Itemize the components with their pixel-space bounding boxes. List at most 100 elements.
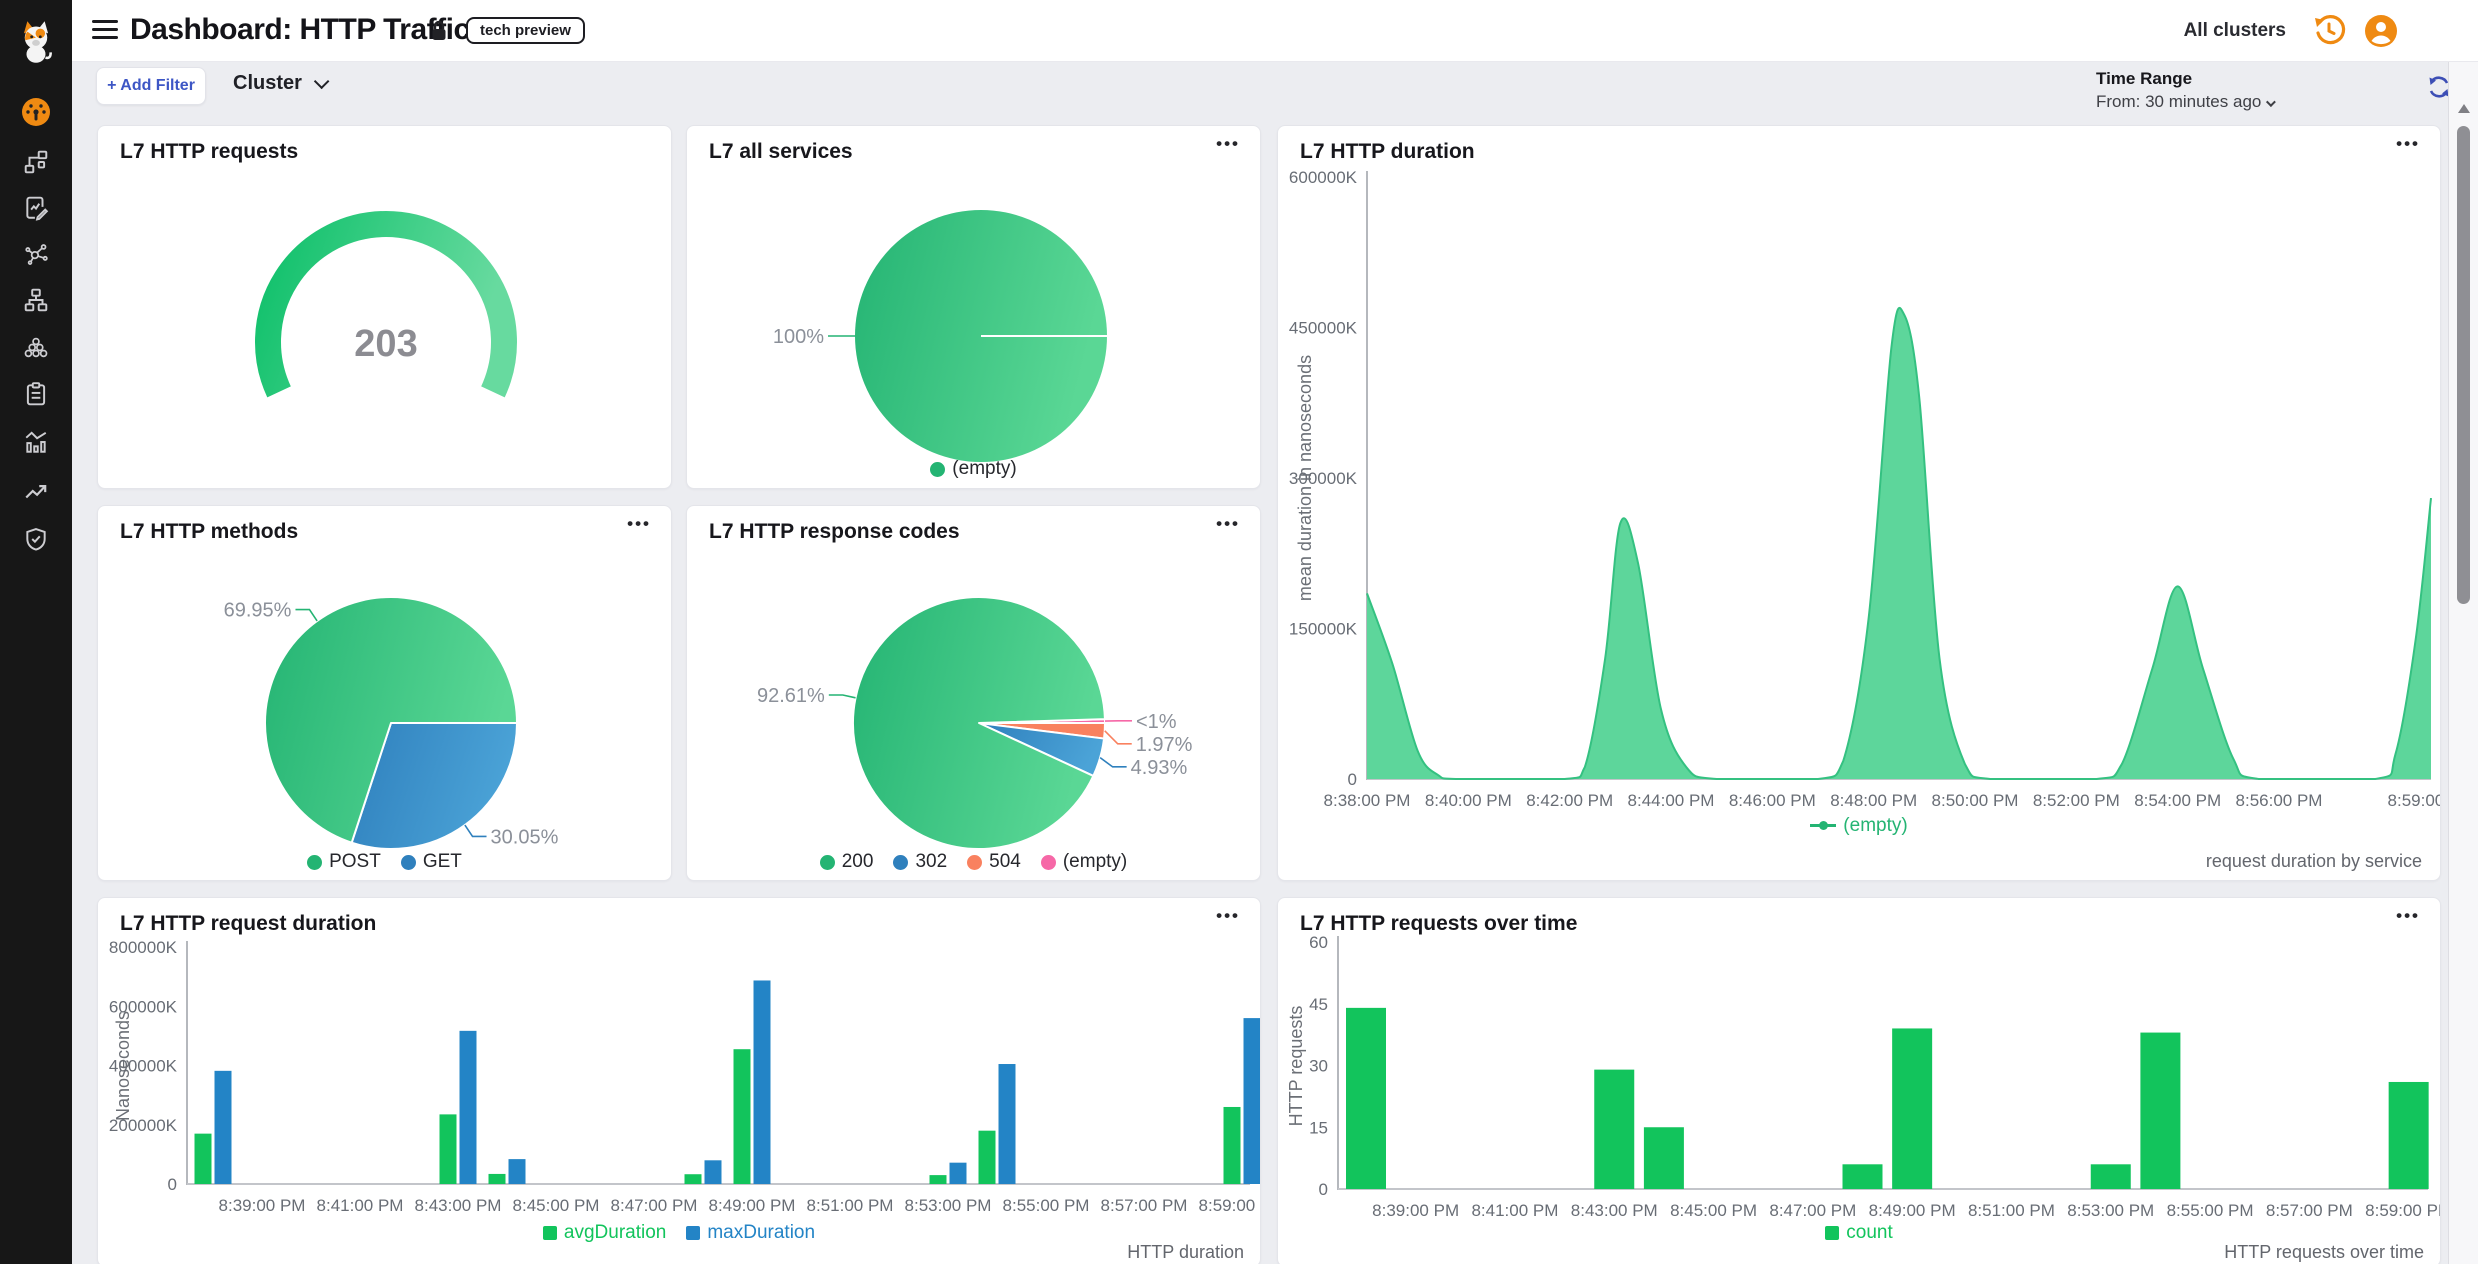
svg-text:8:51:00 PM: 8:51:00 PM — [807, 1196, 894, 1215]
svg-text:8:39:00 PM: 8:39:00 PM — [1372, 1201, 1459, 1220]
legend-item-avgduration[interactable]: avgDuration — [542, 1222, 666, 1244]
svg-text:8:49:00 PM: 8:49:00 PM — [1869, 1201, 1956, 1220]
svg-text:8:40:00 PM: 8:40:00 PM — [1425, 791, 1512, 810]
panel-title: L7 HTTP requests — [120, 140, 299, 163]
scrollbar-thumb[interactable] — [2457, 126, 2470, 604]
sidebar-item-clusters[interactable] — [17, 329, 55, 367]
more-options-icon[interactable]: ••• — [2396, 134, 2420, 153]
svg-text:HTTP requests: HTTP requests — [1286, 1006, 1306, 1127]
pie-chart: 30.05% 69.95% — [224, 596, 559, 850]
panel-title: L7 HTTP methods — [120, 520, 299, 543]
trend-arrow-icon — [25, 485, 47, 499]
legend-label: 504 — [989, 851, 1021, 872]
more-options-icon[interactable]: ••• — [1216, 134, 1240, 153]
sidebar-item-service-map[interactable] — [17, 235, 55, 273]
svg-text:8:47:00 PM: 8:47:00 PM — [611, 1196, 698, 1215]
legend-label: (empty) — [1843, 814, 1908, 836]
svg-text:8:47:00 PM: 8:47:00 PM — [1769, 1201, 1856, 1220]
sidebar-item-dashboards[interactable] — [17, 93, 55, 131]
legend-item-empty[interactable]: (empty) — [1810, 814, 1908, 837]
chart-legend: 200 302 504 (empty) — [687, 851, 1260, 875]
chart-legend: count — [1278, 1222, 2440, 1245]
legend-marker-icon — [930, 461, 946, 477]
panel-title: L7 HTTP response codes — [709, 520, 960, 543]
svg-text:<1%: <1% — [1136, 711, 1177, 733]
chart-legend: POST GET — [98, 851, 671, 875]
chart-footer: HTTP duration — [1127, 1242, 1244, 1262]
cat-logo-icon — [23, 21, 52, 63]
panel-l7-http-requests-over-time: L7 HTTP requests over time ••• 0 15 30 45 60… — [1277, 897, 2441, 1264]
panel-title: L7 HTTP duration — [1300, 140, 1475, 163]
panel-title: L7 HTTP request duration — [120, 912, 377, 935]
gauge-chart: 203 — [255, 211, 517, 398]
scrollbar-track[interactable] — [2448, 62, 2478, 1264]
svg-text:450000K: 450000K — [1289, 319, 1358, 338]
refresh-button[interactable] — [2426, 74, 2452, 100]
svg-text:60: 60 — [1309, 933, 1328, 952]
user-avatar[interactable] — [2362, 12, 2400, 50]
svg-text:8:55:00 PM: 8:55:00 PM — [2167, 1201, 2254, 1220]
chart-footer: HTTP requests over time — [2224, 1242, 2424, 1262]
svg-text:8:41:00 PM: 8:41:00 PM — [1471, 1201, 1558, 1220]
legend-item-count[interactable]: count — [1825, 1222, 1893, 1244]
svg-text:8:43:00 PM: 8:43:00 PM — [1571, 1201, 1658, 1220]
legend-item-200[interactable]: 200 — [819, 851, 873, 873]
bar-chart: 0 15 30 45 60 8:39:00 PM 8:41:00 PM 8:43:00 PM 8… — [1286, 933, 2440, 1220]
more-options-icon[interactable]: ••• — [1216, 906, 1240, 925]
svg-text:8:53:00 PM: 8:53:00 PM — [905, 1196, 992, 1215]
pie-chart: <1%1.97%4.93% 92.61% — [757, 596, 1193, 850]
svg-text:8:57:00 PM: 8:57:00 PM — [2266, 1201, 2353, 1220]
svg-text:mean duration in nanoseconds: mean duration in nanoseconds — [1295, 355, 1315, 601]
svg-text:203: 203 — [354, 323, 417, 365]
sidebar-item-trends[interactable] — [17, 472, 55, 510]
panel-title: L7 all services — [709, 140, 853, 163]
page-title: Dashboard: HTTP Traffic — [130, 13, 470, 46]
security-shield-icon — [26, 528, 46, 551]
cat-logo[interactable] — [17, 14, 55, 70]
legend-marker-icon — [400, 854, 416, 870]
svg-text:8:44:00 PM: 8:44:00 PM — [1628, 791, 1715, 810]
legend-label: count — [1846, 1222, 1893, 1243]
legend-item-504[interactable]: 504 — [967, 851, 1021, 873]
sidebar-item-network[interactable] — [17, 281, 55, 319]
svg-text:Nanoseconds: Nanoseconds — [113, 1011, 133, 1121]
svg-text:8:46:00 PM: 8:46:00 PM — [1729, 791, 1816, 810]
svg-text:15: 15 — [1309, 1118, 1328, 1137]
time-range-selector[interactable]: Time Range From: 30 minutes ago — [2096, 69, 2277, 112]
legend-item-empty[interactable]: (empty) — [930, 458, 1017, 480]
service-map-icon — [25, 244, 48, 265]
sidebar-item-security[interactable] — [17, 520, 55, 558]
user-avatar-icon — [2365, 15, 2397, 47]
legend-label: 302 — [915, 851, 948, 872]
more-options-icon[interactable]: ••• — [1216, 514, 1240, 533]
legend-item-get[interactable]: GET — [400, 851, 462, 873]
policy-edit-icon — [26, 196, 49, 221]
dashboard-gauge-icon — [22, 98, 50, 126]
sidebar — [0, 0, 72, 1264]
add-filter-button[interactable]: + Add Filter — [96, 67, 206, 105]
more-options-icon[interactable]: ••• — [627, 514, 651, 533]
legend-item-302[interactable]: 302 — [893, 851, 947, 873]
svg-text:30: 30 — [1309, 1057, 1328, 1076]
svg-text:8:57:00 PM: 8:57:00 PM — [1101, 1196, 1188, 1215]
bar-chart: 0 200000K 400000K 600000K 800000K 8:39:00 PM 8… — [109, 938, 1261, 1215]
svg-text:8:59:00 PM: 8:59:00 PM — [1199, 1196, 1261, 1215]
chart-legend: (empty) — [1278, 814, 2440, 837]
sidebar-item-policies[interactable] — [17, 189, 55, 227]
svg-text:69.95%: 69.95% — [224, 600, 292, 622]
sidebar-item-reports[interactable] — [17, 375, 55, 413]
svg-text:300000K: 300000K — [1289, 469, 1358, 488]
scroll-up-arrow[interactable] — [2458, 104, 2470, 113]
sidebar-item-topology[interactable] — [17, 143, 55, 181]
svg-text:8:56:00 PM: 8:56:00 PM — [2236, 791, 2323, 810]
all-clusters-label[interactable]: All clusters — [2183, 20, 2286, 41]
hamburger-menu-icon[interactable] — [92, 20, 118, 42]
more-options-icon[interactable]: ••• — [2396, 906, 2420, 925]
history-button[interactable] — [2310, 12, 2348, 50]
legend-item-post[interactable]: POST — [307, 851, 381, 873]
sidebar-item-metrics[interactable] — [17, 423, 55, 461]
legend-item-maxduration[interactable]: maxDuration — [686, 1222, 815, 1244]
legend-item-empty[interactable]: (empty) — [1040, 851, 1127, 873]
cluster-dropdown[interactable]: Cluster — [233, 72, 330, 95]
